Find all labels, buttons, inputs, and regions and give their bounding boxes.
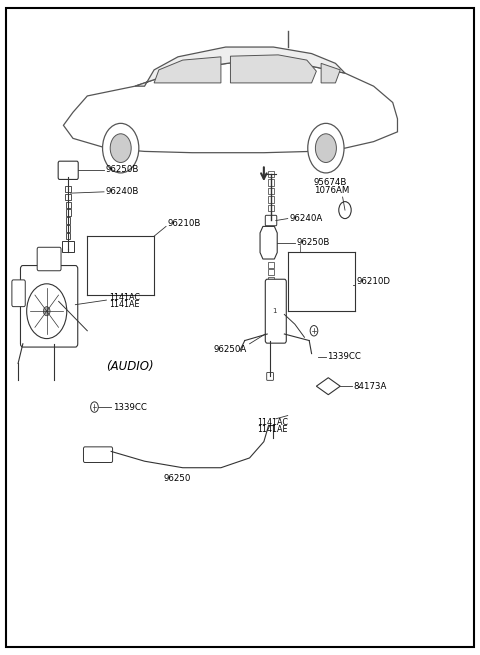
- Text: 84173A: 84173A: [354, 382, 387, 390]
- FancyBboxPatch shape: [62, 241, 74, 252]
- Text: 96210D: 96210D: [357, 277, 391, 286]
- Text: 1141AC: 1141AC: [109, 293, 140, 302]
- FancyBboxPatch shape: [268, 284, 275, 290]
- FancyBboxPatch shape: [265, 215, 277, 226]
- Text: 1339CC: 1339CC: [113, 403, 146, 411]
- PathPatch shape: [316, 378, 340, 395]
- Text: 1: 1: [273, 309, 277, 314]
- Text: 96240A: 96240A: [289, 214, 323, 223]
- Circle shape: [103, 123, 139, 173]
- FancyBboxPatch shape: [268, 262, 275, 268]
- Circle shape: [91, 402, 98, 412]
- FancyBboxPatch shape: [268, 196, 275, 203]
- PathPatch shape: [154, 57, 221, 83]
- FancyBboxPatch shape: [268, 179, 275, 186]
- Text: 95674B: 95674B: [314, 178, 348, 187]
- PathPatch shape: [260, 227, 277, 259]
- FancyBboxPatch shape: [268, 269, 275, 275]
- Circle shape: [110, 134, 131, 162]
- Text: 1339CC: 1339CC: [327, 352, 361, 362]
- FancyBboxPatch shape: [268, 205, 275, 212]
- Text: 96250B: 96250B: [296, 238, 330, 247]
- FancyBboxPatch shape: [66, 225, 71, 232]
- FancyBboxPatch shape: [21, 265, 78, 347]
- FancyBboxPatch shape: [58, 161, 78, 179]
- FancyBboxPatch shape: [265, 279, 286, 343]
- FancyBboxPatch shape: [268, 276, 275, 282]
- Text: 1141AE: 1141AE: [109, 300, 139, 309]
- FancyBboxPatch shape: [66, 241, 70, 248]
- FancyBboxPatch shape: [268, 188, 275, 195]
- PathPatch shape: [230, 55, 316, 83]
- Circle shape: [308, 123, 344, 173]
- Circle shape: [315, 134, 336, 162]
- FancyBboxPatch shape: [66, 202, 71, 208]
- Text: 1141AE: 1141AE: [257, 424, 287, 434]
- Text: 96250A: 96250A: [214, 345, 247, 354]
- Text: 1076AM: 1076AM: [314, 186, 349, 195]
- Circle shape: [43, 307, 50, 316]
- FancyBboxPatch shape: [65, 194, 71, 200]
- PathPatch shape: [321, 64, 340, 83]
- FancyBboxPatch shape: [12, 280, 25, 307]
- FancyBboxPatch shape: [268, 171, 275, 178]
- Text: 96240B: 96240B: [106, 187, 139, 196]
- Text: 1141AC: 1141AC: [257, 418, 288, 426]
- Circle shape: [27, 284, 67, 339]
- Circle shape: [310, 326, 318, 336]
- FancyBboxPatch shape: [84, 447, 113, 462]
- Text: 96250B: 96250B: [106, 165, 139, 174]
- Text: 96250: 96250: [164, 474, 191, 483]
- FancyBboxPatch shape: [268, 298, 275, 304]
- PathPatch shape: [63, 60, 397, 153]
- FancyBboxPatch shape: [65, 186, 71, 193]
- FancyBboxPatch shape: [267, 373, 274, 381]
- FancyBboxPatch shape: [66, 217, 71, 224]
- Text: 96210B: 96210B: [168, 219, 201, 228]
- Text: (AUDIO): (AUDIO): [107, 360, 154, 373]
- Circle shape: [339, 202, 351, 219]
- PathPatch shape: [135, 47, 345, 86]
- FancyBboxPatch shape: [37, 248, 61, 271]
- FancyBboxPatch shape: [268, 291, 275, 297]
- FancyBboxPatch shape: [66, 210, 71, 216]
- FancyBboxPatch shape: [66, 233, 70, 240]
